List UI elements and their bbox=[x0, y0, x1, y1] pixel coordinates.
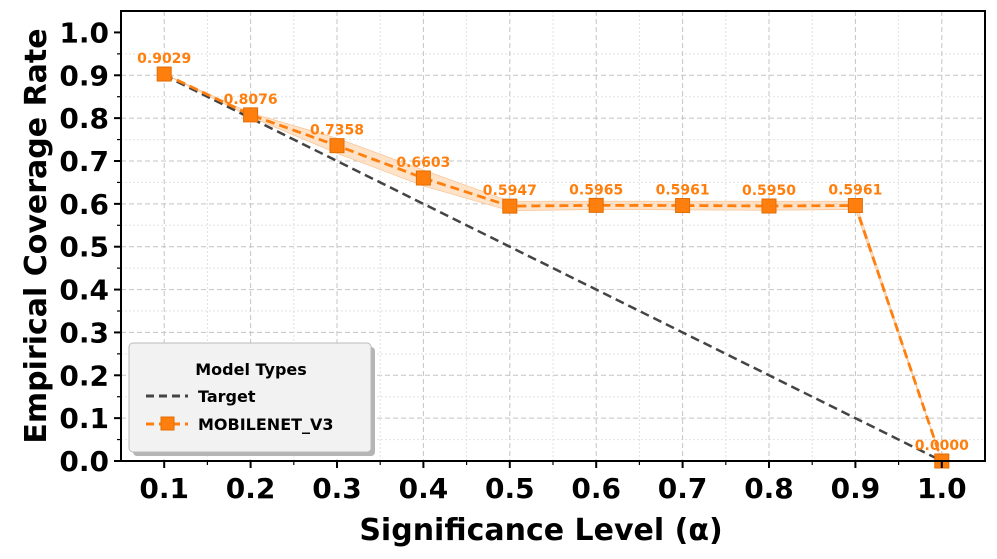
y-tick-label: 0.5 bbox=[59, 231, 109, 264]
data-label-layer: 0.9029 0.8076 0.7358 0.6603 0.5947 0.5965 0.59… bbox=[137, 51, 969, 454]
x-tick-label: 0.5 bbox=[485, 472, 535, 505]
x-tick-label: 0.1 bbox=[139, 472, 189, 505]
x-tick-label: 1.0 bbox=[917, 472, 967, 505]
y-tick-label: 0.9 bbox=[59, 59, 109, 92]
mobilenet-line bbox=[163, 72, 944, 462]
mobilenet-data-label: 0.0000 bbox=[915, 438, 969, 454]
series-layer bbox=[156, 66, 950, 469]
mobilenet-point bbox=[502, 198, 518, 214]
tick-layer: 0.1 0.2 0.3 0.4 0.5 0.6 0.7 0.8 0.9 1.0 0.0 0.1 0.2 0… bbox=[59, 16, 966, 505]
mobilenet-point bbox=[675, 198, 691, 214]
mobilenet-data-label: 0.5965 bbox=[569, 182, 623, 198]
mobilenet-point bbox=[156, 66, 172, 82]
y-tick-label: 1.0 bbox=[59, 16, 109, 49]
legend-mobilenet-label: MOBILENET_V3 bbox=[198, 415, 334, 434]
x-tick-label: 0.2 bbox=[226, 472, 276, 505]
target-line bbox=[163, 74, 943, 463]
x-axis-title: Significance Level (α) bbox=[359, 513, 722, 548]
mobilenet-data-label: 0.9029 bbox=[137, 51, 191, 67]
mobilenet-point bbox=[761, 198, 777, 214]
legend-target-label: Target bbox=[198, 387, 256, 406]
mobilenet-point bbox=[588, 197, 604, 213]
y-tick-label: 0.1 bbox=[59, 402, 109, 435]
mobilenet-data-label: 0.7358 bbox=[310, 123, 364, 139]
y-tick-label: 0.8 bbox=[59, 102, 109, 135]
y-axis-title: Empirical Coverage Rate bbox=[19, 28, 54, 443]
legend-title: Model Types bbox=[195, 360, 307, 379]
legend: Model Types Target MOBILENET_V3 bbox=[128, 342, 375, 456]
mobilenet-data-label: 0.8076 bbox=[224, 92, 278, 108]
mobilenet-point bbox=[847, 198, 863, 214]
x-tick-label: 0.7 bbox=[658, 472, 708, 505]
legend-box bbox=[128, 342, 372, 453]
x-tick-label: 0.6 bbox=[571, 472, 621, 505]
mobilenet-point bbox=[415, 170, 431, 186]
y-tick-label: 0.0 bbox=[59, 445, 109, 478]
mobilenet-data-label: 0.5947 bbox=[483, 183, 537, 199]
legend-mobilenet-marker bbox=[160, 416, 175, 431]
y-tick-label: 0.6 bbox=[59, 188, 109, 221]
y-tick-label: 0.3 bbox=[59, 316, 109, 349]
x-tick-label: 0.8 bbox=[744, 472, 794, 505]
mobilenet-data-label: 0.5950 bbox=[742, 183, 796, 199]
y-tick-label: 0.7 bbox=[59, 145, 109, 178]
mobilenet-data-label: 0.5961 bbox=[828, 183, 882, 199]
mobilenet-data-label: 0.6603 bbox=[396, 155, 450, 171]
y-tick-label: 0.2 bbox=[59, 359, 109, 392]
x-tick-label: 0.3 bbox=[312, 472, 362, 505]
mobilenet-data-label: 0.5961 bbox=[656, 183, 710, 199]
y-tick-label: 0.4 bbox=[59, 274, 109, 307]
x-tick-label: 0.9 bbox=[831, 472, 881, 505]
x-tick-label: 0.4 bbox=[399, 472, 449, 505]
mobilenet-point bbox=[243, 107, 259, 123]
mobilenet-point bbox=[329, 138, 345, 154]
